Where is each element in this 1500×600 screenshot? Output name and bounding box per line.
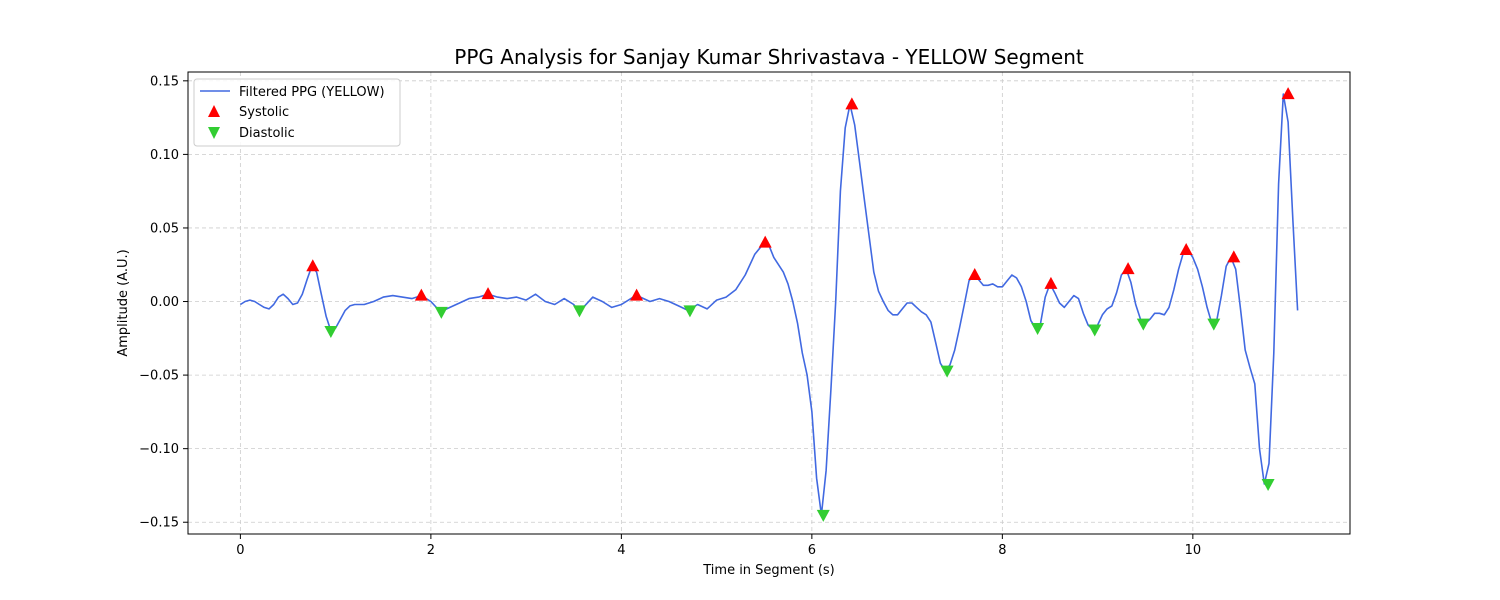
- plot-area-frame: [187, 71, 1351, 535]
- x-tick-label: 2: [427, 543, 435, 558]
- legend-systolic-marker: [208, 105, 220, 117]
- x-axis-ticks: 0 2 4 6 8 10: [236, 534, 1201, 558]
- systolic-peak-marker: [845, 97, 859, 110]
- systolic-peak-marker: [481, 287, 495, 300]
- diastolic-trough-marker: [940, 365, 954, 378]
- diastolic-trough-marker: [1031, 323, 1045, 336]
- plot-series: [239, 87, 1299, 522]
- y-tick-label: 0.15: [150, 74, 179, 89]
- systolic-peak-marker: [1227, 250, 1241, 263]
- y-tick-label: 0.05: [150, 221, 179, 236]
- legend-box: [193, 78, 401, 147]
- y-tick-label: −0.10: [139, 442, 179, 457]
- diastolic-trough-marker: [572, 305, 586, 318]
- systolic-peak-marker: [630, 288, 644, 301]
- x-axis-label: Time in Segment (s): [702, 563, 834, 578]
- systolic-peak-marker: [968, 268, 982, 281]
- y-axis-ticks: −0.15 −0.10 −0.05 0.00 0.05 0.10 0.15: [139, 74, 188, 531]
- diastolic-trough-marker: [816, 509, 830, 522]
- ppg-signal-line: [239, 93, 1299, 516]
- systolic-peak-marker: [1179, 243, 1193, 256]
- y-tick-label: 0.00: [150, 295, 179, 310]
- legend-label-diastolic: Diastolic: [239, 126, 295, 141]
- legend-label-systolic: Systolic: [239, 105, 289, 120]
- x-tick-label: 0: [236, 543, 244, 558]
- diastolic-trough-marker: [1261, 478, 1275, 491]
- x-tick-label: 10: [1185, 543, 1202, 558]
- diastolic-trough-marker: [324, 325, 338, 338]
- x-tick-label: 4: [617, 543, 625, 558]
- x-tick-label: 6: [808, 543, 816, 558]
- systolic-peak-marker: [1044, 276, 1058, 289]
- systolic-peak-marker: [306, 259, 320, 272]
- legend-label-filtered-ppg: Filtered PPG (YELLOW): [239, 85, 385, 100]
- diastolic-trough-marker: [1207, 318, 1221, 331]
- diastolic-trough-marker: [1136, 318, 1150, 331]
- legend-diastolic-marker: [208, 127, 220, 139]
- y-tick-label: 0.10: [150, 148, 179, 163]
- systolic-peak-marker: [414, 288, 428, 301]
- legend: Filtered PPG (YELLOW) Systolic Diastolic: [193, 78, 401, 147]
- y-tick-label: −0.05: [139, 369, 179, 384]
- y-tick-label: −0.15: [139, 516, 179, 531]
- x-tick-label: 8: [998, 543, 1006, 558]
- diastolic-trough-marker: [683, 305, 697, 318]
- systolic-peak-marker: [1281, 87, 1295, 100]
- systolic-peak-marker: [758, 235, 772, 248]
- grid-lines: [188, 72, 1350, 534]
- diastolic-trough-marker: [434, 306, 448, 319]
- diastolic-trough-marker: [1088, 324, 1102, 337]
- y-axis-label: Amplitude (A.U.): [116, 249, 131, 356]
- systolic-peak-marker: [1121, 262, 1135, 275]
- chart-title: PPG Analysis for Sanjay Kumar Shrivastav…: [454, 45, 1084, 69]
